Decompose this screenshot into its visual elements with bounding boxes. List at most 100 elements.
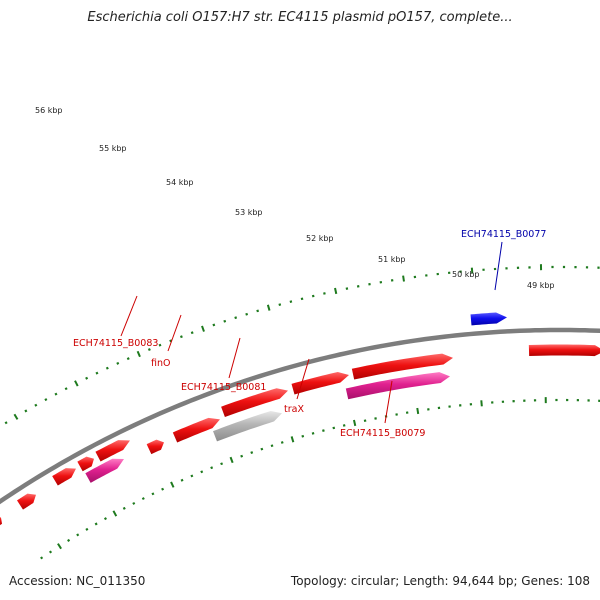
minor-tick [105, 366, 109, 370]
gene-arrow[interactable] [85, 458, 124, 483]
minor-tick [311, 432, 315, 435]
label-connectors [120, 241, 503, 424]
topology-summary: Topology: circular; Length: 94,644 bp; G… [290, 574, 590, 588]
minor-tick [322, 429, 325, 432]
major-tick [402, 275, 405, 282]
gene-arrow[interactable] [95, 440, 130, 462]
gene-label-b0083[interactable]: ECH74115_B0083 [73, 338, 158, 349]
minor-tick [95, 371, 99, 375]
kbp-label: 49 kbp [527, 281, 555, 290]
minor-tick [223, 319, 227, 323]
minor-tick [311, 294, 315, 298]
gene-label-trax[interactable]: traX [284, 404, 304, 415]
minor-tick [158, 343, 162, 347]
minor-tick [141, 497, 145, 501]
major-tick [170, 481, 175, 488]
minor-tick [85, 527, 89, 531]
connector-line [296, 358, 310, 400]
kbp-label: 53 kbp [235, 208, 263, 217]
gene-arrow[interactable] [213, 410, 282, 442]
gene-arrow[interactable] [77, 456, 94, 472]
minor-tick [4, 421, 8, 425]
connector-line [494, 241, 503, 291]
minor-tick [234, 316, 238, 320]
major-tick [13, 413, 19, 420]
gene-arrow[interactable] [16, 493, 36, 510]
connector-line [384, 380, 393, 424]
major-tick [112, 510, 118, 517]
minor-tick [67, 538, 71, 542]
major-tick [416, 407, 420, 415]
minor-tick [278, 303, 282, 306]
gene-label-b0077[interactable]: ECH74115_B0077 [461, 229, 546, 240]
gene-features [0, 312, 600, 527]
minor-tick [332, 426, 336, 430]
minor-tick [280, 441, 284, 444]
minor-tick [151, 492, 155, 496]
gene-arrow[interactable] [172, 417, 220, 443]
kbp-label: 51 kbp [378, 255, 406, 264]
gene-arrow[interactable] [0, 515, 3, 527]
minor-tick [94, 522, 98, 526]
minor-tick [179, 335, 183, 339]
gene-label-b0081[interactable]: ECH74115_B0081 [181, 382, 266, 393]
connector-line [228, 337, 241, 379]
gene-arrow[interactable] [470, 312, 507, 326]
kbp-label: 54 kbp [166, 178, 194, 187]
minor-tick [64, 387, 68, 391]
gene-label-b0079[interactable]: ECH74115_B0079 [340, 428, 425, 439]
kbp-label: 50 kbp [452, 270, 480, 279]
minor-tick [161, 487, 165, 491]
minor-tick [190, 331, 194, 335]
minor-tick [122, 506, 126, 510]
gene-label-fino[interactable]: finO [151, 358, 170, 369]
gene-arrow[interactable] [351, 353, 453, 380]
minor-tick [190, 474, 194, 478]
kbp-label: 56 kbp [35, 106, 63, 115]
minor-tick [85, 376, 89, 380]
connector-line [120, 295, 138, 337]
minor-tick [126, 357, 130, 361]
minor-tick [48, 550, 53, 554]
major-tick [290, 436, 295, 443]
major-tick [352, 419, 357, 427]
minor-tick [289, 300, 293, 303]
connector-line [167, 314, 182, 352]
minor-tick [212, 323, 216, 327]
minor-tick [210, 466, 214, 470]
gene-arrow[interactable] [221, 388, 288, 418]
inner-tick-ring [40, 397, 600, 560]
minor-tick [147, 348, 151, 351]
minor-tick [180, 478, 184, 482]
kbp-label: 55 kbp [99, 144, 127, 153]
minor-tick [40, 556, 44, 560]
gene-arrow[interactable] [291, 371, 350, 395]
gene-arrow[interactable] [345, 372, 450, 400]
plasmid-backbone [0, 327, 600, 505]
gene-arrow[interactable] [146, 439, 164, 455]
minor-tick [54, 392, 58, 396]
minor-tick [116, 361, 120, 365]
minor-tick [260, 447, 264, 451]
minor-tick [301, 434, 305, 438]
minor-tick [342, 424, 346, 427]
minor-tick [24, 409, 28, 413]
minor-tick [103, 517, 107, 521]
major-tick [266, 304, 271, 311]
minor-tick [200, 470, 204, 474]
major-tick [74, 380, 79, 387]
minor-tick [270, 444, 274, 448]
minor-tick [44, 398, 48, 402]
major-tick [229, 456, 234, 464]
outer-tick-ring [4, 264, 600, 425]
minor-tick [34, 403, 38, 407]
gene-arrow[interactable] [52, 468, 76, 486]
major-tick [480, 400, 483, 407]
minor-tick [300, 297, 304, 301]
gene-arrow[interactable] [528, 344, 600, 357]
major-tick [57, 543, 62, 550]
minor-tick [76, 533, 80, 537]
minor-tick [245, 312, 249, 316]
kbp-scale-labels: 56 kbp 55 kbp 54 kbp 53 kbp 52 kbp 51 kb… [35, 106, 555, 290]
